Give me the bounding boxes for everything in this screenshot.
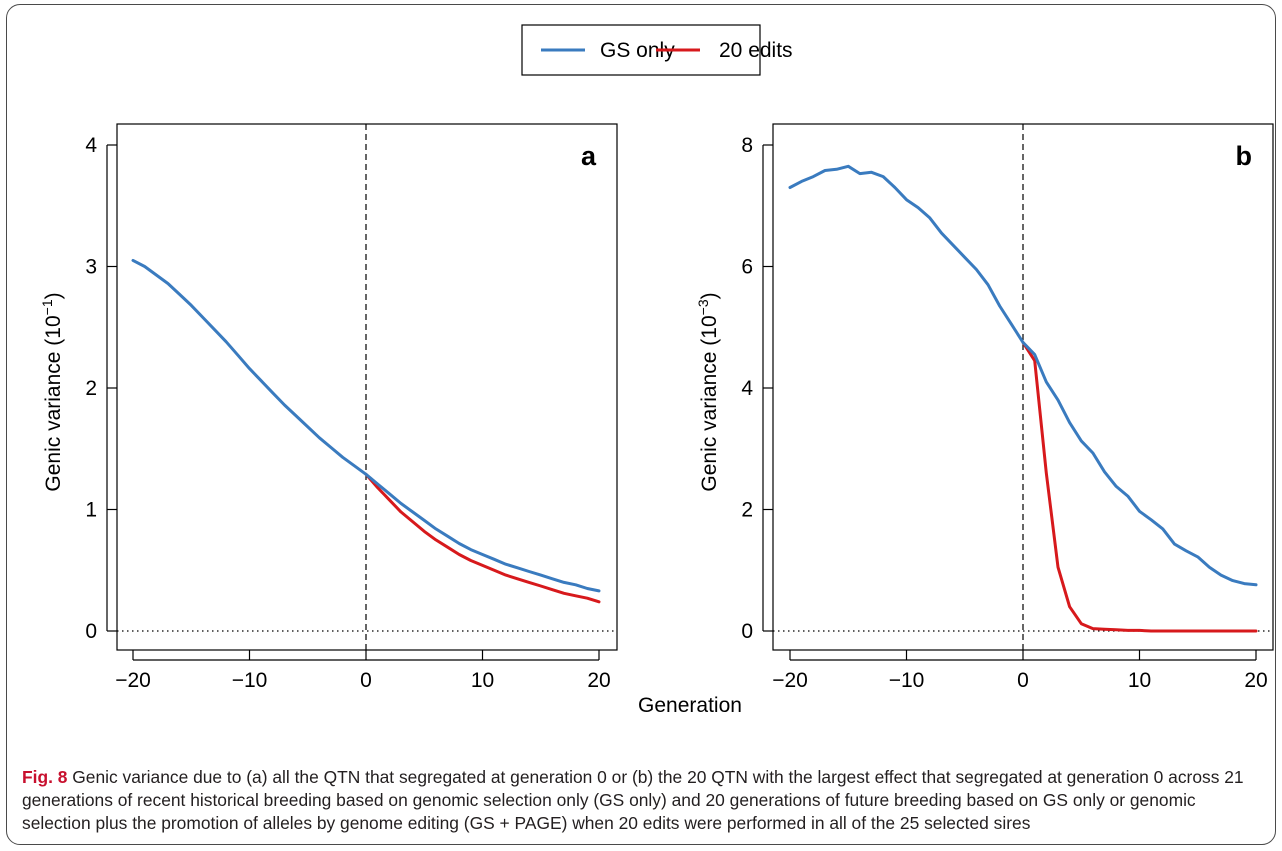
series-line-gs-only — [131, 258, 601, 593]
legend: GS only 20 edits — [521, 24, 793, 76]
y-axis-label: Genic variance (10−1) — [39, 292, 65, 491]
x-tick-label: −10 — [232, 669, 268, 692]
x-tick-label: −20 — [772, 669, 808, 692]
x-tick-label: 10 — [471, 669, 494, 692]
plot-area-border — [116, 123, 618, 651]
figure-caption: Fig. 8 Genic variance due to (a) all the… — [22, 766, 1268, 835]
panel-label: a — [581, 141, 597, 171]
series-line-20-edits — [364, 472, 601, 604]
legend-label-gs-only: GS only — [600, 39, 675, 62]
y-axis-label: Genic variance (10−3) — [695, 292, 721, 491]
x-tick-label: 20 — [1244, 669, 1267, 692]
y-tick-label: 4 — [741, 377, 753, 400]
y-tick-label: 2 — [85, 377, 97, 400]
x-tick-label: 20 — [587, 669, 610, 692]
x-tick-label: 0 — [1017, 669, 1029, 692]
x-axis-label: Generation — [638, 694, 742, 717]
panel-b-chart: −20 −10 0 10 20 0 2 4 6 8 Genic variance (10−3) b — [695, 123, 1274, 692]
legend-label-20-edits: 20 edits — [719, 39, 793, 62]
x-tick-label: −20 — [115, 669, 151, 692]
series-line-gs-only — [788, 164, 1258, 587]
panel-label: b — [1236, 141, 1253, 171]
series-line-20-edits — [1021, 340, 1258, 633]
figure-frame — [6, 4, 1276, 845]
x-tick-label: −10 — [889, 669, 925, 692]
panel-a-chart: −20 −10 0 10 20 0 1 2 3 4 Genic variance (10−1) a — [39, 123, 618, 692]
caption-figure-label: Fig. 8 — [22, 767, 68, 787]
y-tick-label: 0 — [741, 620, 753, 643]
y-tick-label: 6 — [741, 256, 753, 279]
y-tick-label: 0 — [85, 620, 97, 643]
y-tick-label: 4 — [85, 134, 97, 157]
y-tick-label: 3 — [85, 256, 97, 279]
x-tick-label: 10 — [1128, 669, 1151, 692]
caption-text: Genic variance due to (a) all the QTN th… — [22, 767, 1244, 833]
y-tick-label: 1 — [85, 499, 97, 522]
y-tick-label: 2 — [741, 499, 753, 522]
x-tick-label: 0 — [360, 669, 372, 692]
y-tick-label: 8 — [741, 134, 753, 157]
